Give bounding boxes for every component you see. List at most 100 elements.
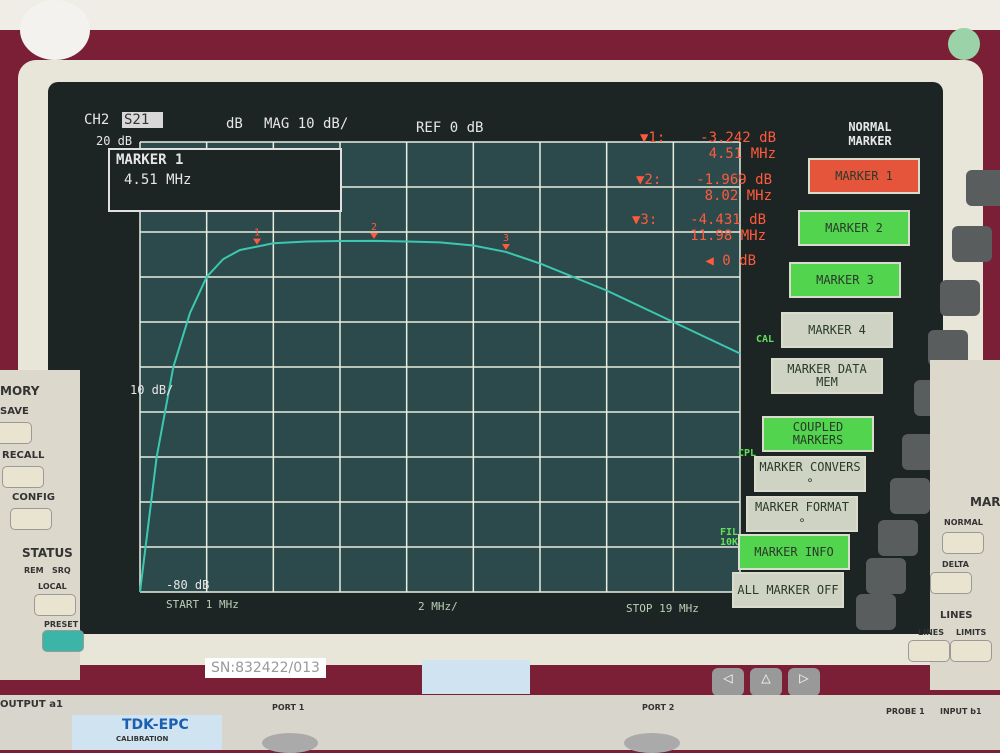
hardkey-2[interactable]: [952, 226, 992, 262]
limits-button[interactable]: [950, 640, 992, 662]
marker-info-box: MARKER 1 4.51 MHz: [108, 148, 342, 212]
right-arrow-key[interactable]: ▷: [788, 668, 820, 696]
marker-1-freq: 4.51 MHz: [708, 146, 776, 162]
preset-button[interactable]: [42, 630, 84, 652]
marker-section-title: MARK: [970, 495, 1000, 509]
corner-knob: [20, 0, 90, 60]
marker-box-title: MARKER 1: [116, 152, 184, 168]
hardkey-9[interactable]: [866, 558, 906, 594]
ref-label: REF 0 dB: [416, 120, 484, 136]
calibration-text: CALIBRATION: [116, 735, 169, 743]
span-per-div: 2 MHz/: [418, 600, 458, 613]
front-port-panel: OUTPUT a1 PORT 1 PORT 2 PROBE 1 INPUT b1…: [0, 695, 1000, 753]
marker-1-number: 1: [254, 228, 260, 239]
marker-3-readout: ▼3: -4.431 dB 11.98 MHz: [632, 212, 766, 244]
preset-label: PRESET: [44, 620, 79, 629]
softkey-marker-data-mem[interactable]: MARKER DATA MEM: [771, 358, 883, 394]
softkey-menu-title: NORMAL MARKER: [848, 120, 892, 148]
right-control-panel: MARK NORMAL DELTA LINES LINES LIMITS: [918, 360, 1000, 690]
recall-label: RECALL: [2, 450, 45, 461]
cal-flag: CAL: [756, 334, 775, 345]
rem-led: REM: [24, 566, 44, 575]
param-field[interactable]: S21: [122, 112, 164, 128]
marker-2-label: ▼2:: [636, 172, 662, 188]
left-arrow-key[interactable]: ◁: [712, 668, 744, 696]
port-2-connector[interactable]: [624, 733, 680, 753]
limits-label: LIMITS: [956, 628, 987, 637]
start-freq: START 1 MHz: [166, 598, 239, 611]
scale-top-label: 20 dB: [96, 134, 133, 148]
marker-2-level: -1.969 dB: [696, 172, 772, 188]
lines-section-title: LINES: [940, 610, 973, 621]
recall-button[interactable]: [2, 466, 44, 488]
output-label: OUTPUT a1: [0, 699, 63, 710]
hardkey-1[interactable]: [966, 170, 1000, 206]
ref-position-marker: ◀ 0 dB: [705, 253, 756, 269]
delta-marker-button[interactable]: [930, 572, 972, 594]
srq-led: SRQ: [52, 566, 71, 575]
local-button[interactable]: [34, 594, 76, 616]
scale-div-label: 10 dB/: [130, 383, 174, 397]
power-led: [948, 28, 980, 60]
marker-2-readout: ▼2: -1.969 dB 8.02 MHz: [636, 172, 772, 204]
marker-1-level: -3.242 dB: [700, 130, 776, 146]
s21-trace: [139, 239, 741, 593]
serial-sticker: SN:832422/013: [205, 658, 326, 678]
save-label: SAVE: [0, 406, 29, 417]
delta-label: DELTA: [942, 560, 969, 569]
hardkey-8[interactable]: [878, 520, 918, 556]
marker-3-level: -4.431 dB: [690, 212, 766, 228]
softkey-marker-info[interactable]: MARKER INFO: [738, 534, 850, 570]
marker-3-symbol: [502, 243, 510, 250]
marker-2-freq: 8.02 MHz: [704, 188, 772, 204]
input-label: INPUT b1: [940, 707, 982, 716]
config-button[interactable]: [10, 508, 52, 530]
marker-3-number: 3: [503, 233, 509, 244]
stop-freq: STOP 19 MHz: [626, 602, 699, 615]
port-2-label: PORT 2: [642, 703, 675, 712]
instrument-top-trim: [0, 0, 1000, 30]
softkey-coupled-markers[interactable]: COUPLED MARKERS: [762, 416, 874, 452]
save-button[interactable]: [0, 422, 32, 444]
navigation-keys: ◁ △ ▷: [712, 668, 830, 696]
left-control-panel: MORY SAVE RECALL CONFIG STATUS REM SRQ L…: [0, 370, 84, 680]
fil-flag: FIL 10K: [720, 527, 739, 548]
marker-1-readout: ▼1: -3.242 dB 4.51 MHz: [640, 130, 776, 162]
softkey-all-marker-off[interactable]: ALL MARKER OFF: [732, 572, 844, 608]
status-title: STATUS: [22, 546, 73, 560]
config-label: CONFIG: [12, 492, 55, 503]
lines-button[interactable]: [908, 640, 950, 662]
marker-1-symbol: [253, 238, 261, 245]
normal-marker-button[interactable]: [942, 532, 984, 554]
marker-1-label: ▼1:: [640, 130, 666, 146]
softkey-marker-3[interactable]: MARKER 3: [789, 262, 901, 298]
softkey-marker-4[interactable]: MARKER 4: [781, 312, 893, 348]
local-label: LOCAL: [38, 582, 67, 591]
lines-label: LINES: [918, 628, 944, 637]
hardkey-7[interactable]: [890, 478, 930, 514]
port-1-label: PORT 1: [272, 703, 305, 712]
calibration-sticker: [422, 660, 530, 694]
port-1-connector[interactable]: [262, 733, 318, 753]
marker-3-label: ▼3:: [632, 212, 658, 228]
scale-bottom-label: -80 dB: [166, 578, 210, 592]
softkey-marker-convers[interactable]: MARKER CONVERS ∘: [754, 456, 866, 492]
marker-2-symbol: [370, 232, 378, 239]
marker-2-number: 2: [371, 222, 377, 233]
calibration-label: TDK-EPC CALIBRATION: [72, 715, 222, 750]
softkey-marker-2[interactable]: MARKER 2: [798, 210, 910, 246]
marker-box-value: 4.51 MHz: [124, 172, 192, 188]
up-arrow-key[interactable]: △: [750, 668, 782, 696]
memory-title: MORY: [0, 384, 40, 398]
softkey-marker-format[interactable]: MARKER FORMAT ∘: [746, 496, 858, 532]
hardkey-3[interactable]: [940, 280, 980, 316]
normal-label: NORMAL: [944, 518, 983, 527]
probe-label: PROBE 1: [886, 707, 925, 716]
marker-3-freq: 11.98 MHz: [690, 228, 766, 244]
softkey-marker-1[interactable]: MARKER 1: [808, 158, 920, 194]
format-label: MAG 10 dB/: [264, 116, 349, 132]
channel-label: CH2: [84, 112, 110, 128]
cpl-flag: CPL: [738, 448, 757, 459]
hardkey-10[interactable]: [856, 594, 896, 630]
